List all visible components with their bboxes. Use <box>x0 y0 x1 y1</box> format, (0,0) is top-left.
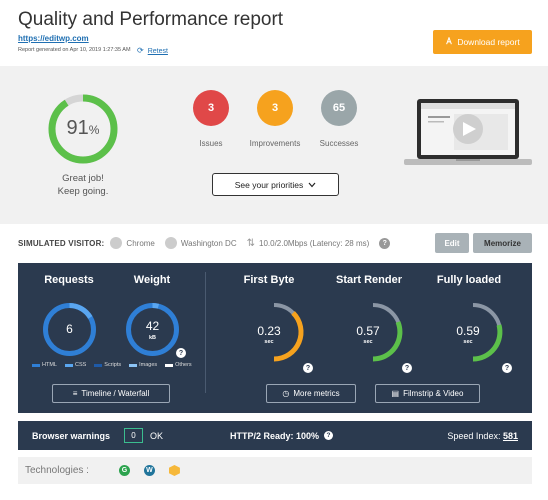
metrics-panel: Requests Weight 6 42 kB ? HTML CSS Scrip… <box>18 263 532 413</box>
summary-panel: 91% Great job! Keep going. 3 Issues 3 Im… <box>0 66 548 224</box>
video-preview-thumbnail[interactable] <box>404 98 532 168</box>
speed-index-value[interactable]: 581 <box>502 430 518 441</box>
legend-html: HTML <box>32 362 57 368</box>
nodejs-hexagon-icon[interactable] <box>168 465 180 476</box>
start-render-title: Start Render <box>335 274 403 286</box>
globe-icon <box>164 237 177 249</box>
weight-title: Weight <box>133 274 171 286</box>
metrics-divider <box>205 272 206 393</box>
simulated-visitor-row: SIMULATED VISITOR: Chrome Washington DC … <box>18 232 532 254</box>
score-message: Great job! Keep going. <box>43 172 123 198</box>
first-byte-gauge <box>273 303 304 362</box>
http2-help-icon[interactable]: ? <box>324 431 334 440</box>
warnings-count-badge: 0 <box>124 428 143 443</box>
start-render-unit: sec <box>363 339 373 345</box>
download-report-button[interactable]: Download report <box>433 30 532 54</box>
legend-scripts: Scripts <box>94 362 121 368</box>
first-byte-title: First Byte <box>243 274 295 286</box>
score-message-line1: Great job! <box>62 173 104 184</box>
technologies-row: Technologies : G W <box>18 457 532 484</box>
more-metrics-button[interactable]: ◷ More metrics <box>266 384 356 403</box>
transfer-arrows-icon: ⇅ <box>246 237 255 249</box>
visitor-label: SIMULATED VISITOR: <box>18 238 105 248</box>
filmstrip-icon: ▤ <box>391 389 400 398</box>
priorities-label: See your priorities <box>234 179 304 190</box>
more-metrics-label: More metrics <box>293 389 340 398</box>
successes-label: Successes <box>319 139 359 148</box>
help-icon[interactable]: ? <box>379 237 391 249</box>
fully-loaded-unit: sec <box>463 339 473 345</box>
weight-help-icon[interactable]: ? <box>176 348 186 358</box>
http2-ready: HTTP/2 Ready: 100% ? <box>230 430 334 441</box>
requests-title: Requests <box>44 274 94 286</box>
first-byte-help-icon[interactable]: ? <box>303 363 313 373</box>
browser-info: Chrome <box>110 237 155 249</box>
weight-donut <box>126 303 179 356</box>
warnings-status: OK <box>150 430 164 441</box>
filmstrip-video-button[interactable]: ▤ Filmstrip & Video <box>375 384 480 403</box>
timeline-waterfall-button[interactable]: ≡ Timeline / Waterfall <box>52 384 170 403</box>
waterfall-icon: ≡ <box>72 389 78 398</box>
fully-loaded-value: 0.59 <box>456 324 480 338</box>
warnings-bar: Browser warnings 0 OK HTTP/2 Ready: 100%… <box>18 421 532 450</box>
fully-loaded-help-icon[interactable]: ? <box>502 363 512 373</box>
fully-loaded-title: Fully loaded <box>436 274 502 286</box>
first-byte-value: 0.23 <box>257 324 281 338</box>
page-title: Quality and Performance report <box>18 9 284 30</box>
technologies-label: Technologies : <box>25 465 89 476</box>
score-message-line2: Keep going. <box>57 186 109 197</box>
speed-index: Speed Index: 581 <box>447 431 518 441</box>
speed-index-label: Speed Index: <box>447 430 501 441</box>
issues-label: Issues <box>199 139 223 148</box>
filmstrip-label: Filmstrip & Video <box>403 389 464 398</box>
wordpress-icon[interactable]: W <box>143 465 155 476</box>
successes-badge[interactable]: 65 <box>321 90 357 126</box>
generated-timestamp: Report generated on Apr 10, 2019 1:27:35… <box>18 47 131 53</box>
requests-donut <box>43 303 96 356</box>
score-number: 91 <box>66 117 89 139</box>
requests-value: 6 <box>66 322 73 336</box>
start-render-gauge <box>372 303 403 362</box>
pdf-icon <box>445 36 453 47</box>
browser-warnings-label: Browser warnings <box>32 430 111 441</box>
clock-icon: ◷ <box>282 389 290 398</box>
http2-label: HTTP/2 Ready: 100% <box>230 430 320 441</box>
start-render-value: 0.57 <box>356 324 380 338</box>
site-link[interactable]: https://editwp.com <box>18 34 89 43</box>
see-priorities-button[interactable]: See your priorities <box>212 173 339 196</box>
browser-name: Chrome <box>126 238 155 248</box>
improvements-label: Improvements <box>249 139 301 148</box>
score-value: 91% <box>47 117 119 140</box>
weight-unit: kB <box>148 335 157 341</box>
report-header: Quality and Performance report https://e… <box>0 0 548 66</box>
connection-info: ⇅ 10.0/2.0Mbps (Latency: 28 ms) <box>247 238 370 249</box>
refresh-icon: ⟳ <box>137 46 144 55</box>
issues-badge[interactable]: 3 <box>193 90 229 126</box>
google-icon[interactable]: G <box>118 465 130 476</box>
chrome-icon <box>110 237 123 249</box>
score-ring <box>48 94 118 164</box>
legend-css: CSS <box>64 362 86 368</box>
retest-label: Retest <box>147 48 168 55</box>
chevron-down-icon <box>308 180 316 190</box>
weight-value: 42 <box>145 319 160 333</box>
edit-button[interactable]: Edit <box>435 233 469 253</box>
start-render-help-icon[interactable]: ? <box>402 363 412 373</box>
connection-speed: 10.0/2.0Mbps (Latency: 28 ms) <box>259 238 370 248</box>
timeline-label: Timeline / Waterfall <box>81 389 150 398</box>
location-info: Washington DC <box>164 237 237 249</box>
fully-loaded-gauge <box>472 303 503 362</box>
download-label: Download report <box>457 37 520 47</box>
retest-link[interactable]: ⟳ Retest <box>137 46 168 55</box>
location-name: Washington DC <box>180 238 237 248</box>
improvements-badge[interactable]: 3 <box>257 90 293 126</box>
legend-images: Images <box>129 362 157 368</box>
memorize-button[interactable]: Memorize <box>473 233 532 253</box>
legend-others: Others <box>165 362 192 368</box>
resource-legend: HTML CSS Scripts Images Others <box>32 362 192 368</box>
score-unit: % <box>88 123 100 137</box>
first-byte-unit: sec <box>264 339 274 345</box>
